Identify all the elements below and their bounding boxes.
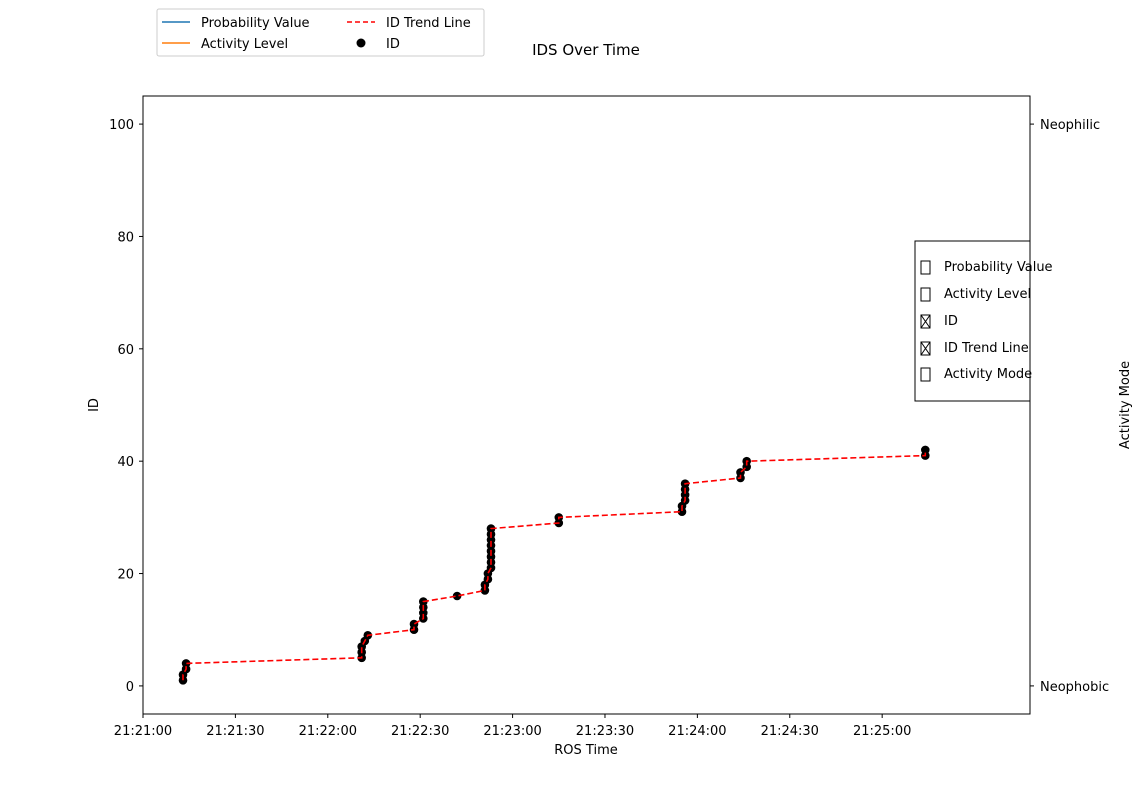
plot-area <box>142 95 1031 715</box>
id-trend-line <box>182 449 927 681</box>
y-tick-label: 40 <box>117 455 134 470</box>
y-tick-label: 100 <box>109 118 134 133</box>
id-point <box>452 591 462 601</box>
y2-axis: Neophilic Neophobic <box>1030 118 1109 695</box>
y-tick-label: 80 <box>117 230 134 245</box>
legend-label: Activity Level <box>201 37 288 52</box>
checkbox-box[interactable] <box>920 287 931 302</box>
x-tick-label: 21:22:00 <box>299 724 357 739</box>
checkbox-check-mark <box>920 314 931 329</box>
y-axis-label: ID <box>87 398 102 412</box>
checkbox-activity-mode[interactable]: Activity Mode <box>920 367 1032 382</box>
y-tick-label: 60 <box>117 343 134 358</box>
legend-label: Probability Value <box>201 16 310 31</box>
legend-entry-probability-value: Probability Value <box>162 16 310 31</box>
legend-frame <box>156 8 485 57</box>
legend: Probability Value Activity Level ID Tren… <box>156 8 485 57</box>
id-point <box>921 445 930 455</box>
y-tick-label: 20 <box>117 568 134 583</box>
checkbox-label[interactable]: Probability Value <box>944 260 1053 275</box>
checkbox-label[interactable]: Activity Mode <box>944 367 1032 382</box>
x-tick-label: 21:23:30 <box>576 724 634 739</box>
legend-label: ID Trend Line <box>386 16 471 31</box>
checkbox-box[interactable] <box>920 367 931 382</box>
x-tick-label: 21:22:30 <box>391 724 449 739</box>
y-axis: 0 20 40 60 80 100 <box>109 118 143 695</box>
legend-entry-activity-level: Activity Level <box>162 37 288 52</box>
x-tick-label: 21:21:00 <box>114 724 172 739</box>
x-tick-label: 21:24:30 <box>761 724 819 739</box>
x-axis: 21:21:00 21:21:30 21:22:00 21:22:30 21:23:00… <box>114 714 911 739</box>
x-tick-label: 21:25:00 <box>853 724 911 739</box>
checkbox-label[interactable]: ID Trend Line <box>944 341 1029 356</box>
legend-dot-black <box>356 38 366 48</box>
legend-entry-id: ID <box>356 37 400 52</box>
legend-entry-id-trend-line: ID Trend Line <box>347 16 471 31</box>
checkbox-box[interactable] <box>920 260 931 275</box>
check-buttons-panel: Probability Value Activity Level ID ID T… <box>914 240 1053 402</box>
checkbox-activity-level[interactable]: Activity Level <box>920 287 1031 302</box>
x-axis-label: ROS Time <box>554 743 617 758</box>
chart-title: IDS Over Time <box>532 41 640 59</box>
checkbox-label[interactable]: ID <box>944 314 958 329</box>
id-point <box>181 659 191 668</box>
y2-axis-label: Activity Mode <box>1118 361 1133 449</box>
checkbox-probability-value[interactable]: Probability Value <box>920 260 1053 275</box>
checkbox-id-trend-line[interactable]: ID Trend Line <box>920 341 1029 356</box>
legend-label: ID <box>386 37 400 52</box>
y-tick-label: 0 <box>126 680 134 695</box>
y2-tick-label: Neophilic <box>1040 118 1100 133</box>
id-trend-line-series <box>182 449 927 681</box>
checkbox-check-mark <box>920 341 931 356</box>
x-tick-label: 21:21:30 <box>206 724 264 739</box>
checkbox-label[interactable]: Activity Level <box>944 287 1031 302</box>
check-buttons-frame <box>914 240 1031 402</box>
y2-tick-label: Neophobic <box>1040 680 1109 695</box>
x-tick-label: 21:23:00 <box>483 724 541 739</box>
checkbox-id[interactable]: ID <box>920 314 958 329</box>
x-tick-label: 21:24:00 <box>668 724 726 739</box>
